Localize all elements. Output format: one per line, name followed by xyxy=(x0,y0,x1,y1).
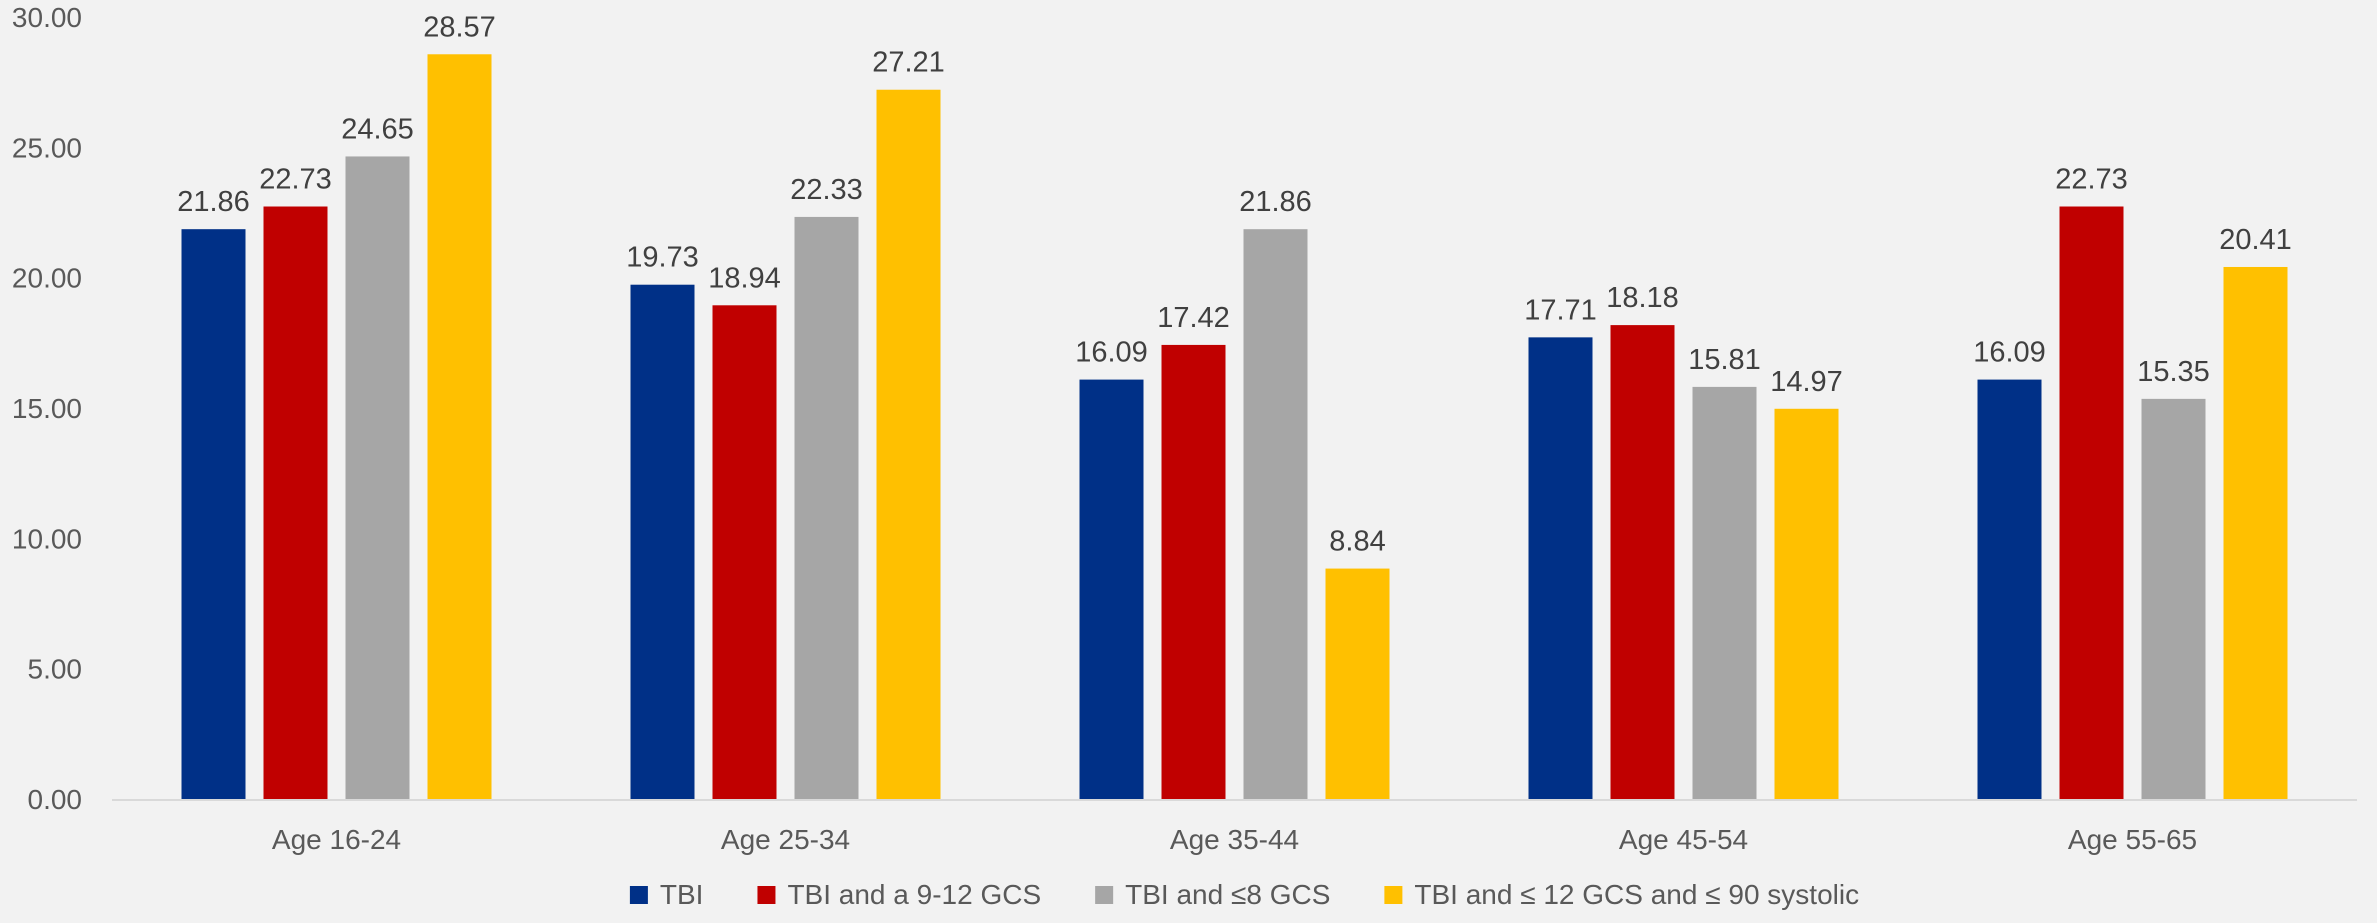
data-label: 18.94 xyxy=(708,262,781,294)
y-tick-label: 30.00 xyxy=(12,2,82,33)
legend-swatch xyxy=(1384,886,1403,904)
bar xyxy=(1161,344,1226,799)
data-label: 18.18 xyxy=(1606,282,1679,314)
data-label: 21.86 xyxy=(177,186,250,218)
bar xyxy=(1977,379,2042,799)
bar xyxy=(2223,266,2288,799)
bar xyxy=(2059,206,2124,800)
bar xyxy=(794,216,859,799)
data-label: 16.09 xyxy=(1973,337,2046,369)
bar xyxy=(1079,379,1144,799)
y-tick-label: 20.00 xyxy=(12,263,82,294)
bar xyxy=(2141,398,2206,799)
legend-item: TBI and ≤8 GCS xyxy=(1095,879,1330,910)
data-label: 20.41 xyxy=(2219,224,2292,256)
legend-label: TBI and ≤8 GCS xyxy=(1125,879,1330,910)
bar xyxy=(427,54,492,800)
legend-item: TBI and ≤ 12 GCS and ≤ 90 systolic xyxy=(1384,879,1859,910)
data-label: 22.73 xyxy=(2055,164,2128,196)
bar xyxy=(1243,229,1308,799)
data-label: 17.42 xyxy=(1157,302,1230,334)
x-category-label: Age 35-44 xyxy=(1170,824,1299,855)
bar xyxy=(1325,568,1390,799)
legend-item: TBI xyxy=(629,879,704,910)
y-tick-label: 25.00 xyxy=(12,132,82,163)
data-label: 17.71 xyxy=(1524,294,1597,326)
legend-swatch xyxy=(629,886,648,904)
legend-label: TBI and ≤ 12 GCS and ≤ 90 systolic xyxy=(1414,879,1859,910)
bar xyxy=(1528,337,1593,799)
data-label: 24.65 xyxy=(341,113,414,145)
legend-swatch xyxy=(757,886,776,904)
data-label: 15.35 xyxy=(2137,356,2210,388)
bar xyxy=(876,89,941,799)
data-label: 27.21 xyxy=(872,47,945,79)
x-category-label: Age 25-34 xyxy=(721,824,850,855)
data-label: 19.73 xyxy=(626,242,699,274)
x-category-label: Age 16-24 xyxy=(272,824,401,855)
data-label: 15.81 xyxy=(1688,344,1761,376)
bars xyxy=(181,54,2288,800)
x-axis: Age 16-24 Age 25-34 Age 35-44 Age 45-54 Age … xyxy=(272,824,2197,855)
y-tick-label: 15.00 xyxy=(12,393,82,424)
x-category-label: Age 55-65 xyxy=(2068,824,2197,855)
data-label: 22.73 xyxy=(259,164,332,196)
y-tick-label: 0.00 xyxy=(28,784,83,815)
bar xyxy=(630,284,695,799)
legend: TBI TBI and a 9-12 GCS TBI and ≤8 GCS TBI a… xyxy=(629,879,1859,910)
legend-item: TBI and a 9-12 GCS xyxy=(757,879,1041,910)
y-tick-label: 10.00 xyxy=(12,523,82,554)
y-tick-label: 5.00 xyxy=(28,654,83,685)
bar xyxy=(1610,325,1675,799)
bar xyxy=(345,156,410,799)
legend-label: TBI xyxy=(660,879,704,910)
x-category-label: Age 45-54 xyxy=(1619,824,1748,855)
legend-label: TBI and a 9-12 GCS xyxy=(787,879,1041,910)
data-label: 14.97 xyxy=(1770,366,1843,398)
bar xyxy=(712,305,777,799)
bar xyxy=(263,206,328,800)
data-label: 28.57 xyxy=(423,11,496,43)
data-label: 22.33 xyxy=(790,174,863,206)
data-label: 8.84 xyxy=(1329,526,1385,558)
data-labels: 21.86 22.73 24.65 28.57 19.73 18.94 22.33 27.21… xyxy=(177,11,2292,557)
data-label: 16.09 xyxy=(1075,337,1148,369)
bar xyxy=(181,229,246,799)
bar xyxy=(1692,386,1757,799)
legend-swatch xyxy=(1095,886,1114,904)
bar xyxy=(1774,408,1839,799)
data-label: 21.86 xyxy=(1239,186,1312,218)
y-axis: 0.00 5.00 10.00 15.00 20.00 25.00 30.00 xyxy=(12,2,82,815)
